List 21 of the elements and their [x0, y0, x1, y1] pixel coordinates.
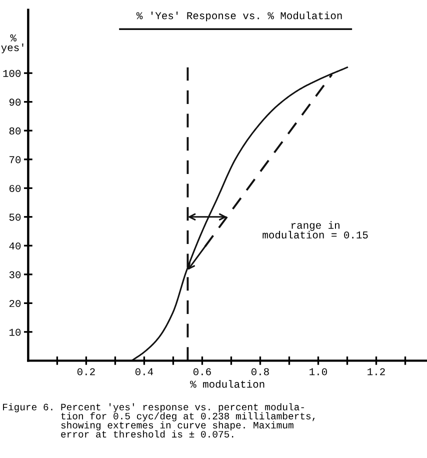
- y-tick-label: 40: [9, 242, 21, 250]
- x-tick-label: 0.6: [193, 368, 211, 376]
- y-tick-label: 100: [3, 70, 21, 77]
- y-tick-label: 10: [9, 328, 21, 336]
- y-tick-label: 90: [9, 98, 21, 106]
- y-tick-label: 30: [9, 271, 21, 278]
- y-tick-label: 50: [9, 214, 21, 221]
- x-tick-label: 0.8: [251, 368, 269, 376]
- chart-title: % 'Yes' Response vs. % Modulation: [136, 12, 342, 22]
- caption: Figure 6. Percent 'yes' response vs. percent modula- tion for 0.5 cyc/deg at 0.238 millilamberts, showing extremes in curve shape. Maximum error at threshold is ± 0.075.: [3, 403, 315, 438]
- y-tick-label: 80: [9, 127, 21, 134]
- y-tick-label: 60: [10, 184, 21, 192]
- x-tick-label: 1.0: [310, 368, 327, 376]
- annotation: range in modulation = 0.15: [262, 221, 368, 239]
- y-tick-label: 20: [9, 300, 21, 308]
- x-tick-label: 1.2: [368, 368, 385, 376]
- y-axis-title: % yes': [1, 34, 24, 54]
- x-tick-label: 0.4: [135, 368, 154, 376]
- x-tick-label: 0.2: [77, 368, 95, 376]
- x-axis-title: % modulation: [190, 380, 264, 388]
- y-tick-label: 70: [10, 156, 21, 164]
